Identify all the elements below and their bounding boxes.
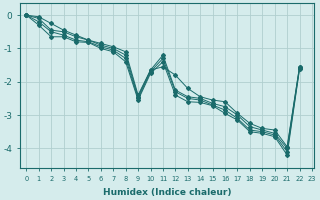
X-axis label: Humidex (Indice chaleur): Humidex (Indice chaleur) <box>103 188 232 197</box>
